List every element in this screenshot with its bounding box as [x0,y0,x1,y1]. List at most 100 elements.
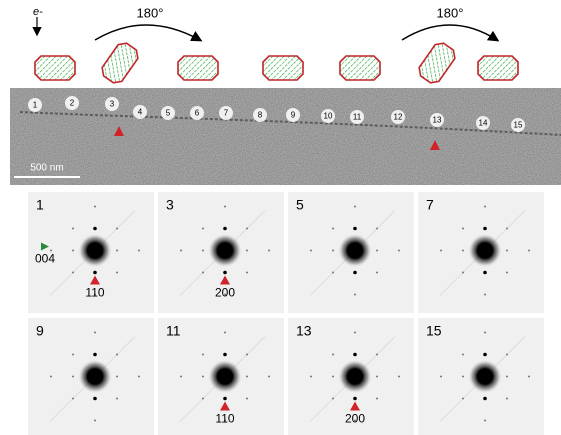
diffraction-spot [202,228,204,230]
diffraction-spot [354,294,356,296]
central-beam [338,234,372,268]
diffraction-spot [462,398,464,400]
diffraction-spot [354,332,356,334]
central-beam [208,234,242,268]
diffraction-spot [246,398,248,400]
panel-label: 9 [36,323,44,339]
diffraction-spot [376,354,378,356]
panel-label: 7 [426,197,434,213]
diffraction-spot [180,376,182,378]
diffraction-spot [353,353,357,357]
diffraction-spot [223,227,227,231]
diffraction-spot [224,206,226,208]
diffraction-spot [310,376,312,378]
diffraction-spot [483,397,487,401]
panel-label: 1 [36,197,44,213]
marker-label: 5 [166,109,171,118]
diffraction-spot [398,376,400,378]
diffraction-spot [332,376,334,378]
marker-label: 13 [433,116,442,125]
panel-label: 3 [166,197,174,213]
diffraction-spot [484,332,486,334]
diffraction-spot [506,354,508,356]
marker-label: 8 [258,111,263,120]
diffraction-spot [202,376,204,378]
diffraction-spot [506,228,508,230]
diffraction-spot [376,398,378,400]
annotation-label: 200 [215,286,235,300]
diffraction-spot [528,376,530,378]
diffraction-spot [483,353,487,357]
marker-label: 3 [110,100,115,109]
diffraction-spot [398,250,400,252]
central-beam [338,360,372,394]
diffraction-spot [376,228,378,230]
annotation-label: 004 [35,252,55,266]
diffraction-spot [50,376,52,378]
diffraction-spot [462,354,464,356]
marker-label: 15 [514,121,523,130]
diffraction-spot [462,228,464,230]
diffraction-spot [528,250,530,252]
diffraction-spot [268,250,270,252]
panel-label: 11 [166,323,181,339]
electron-label: e- [33,6,43,18]
marker-label: 2 [70,99,75,108]
central-beam [78,360,112,394]
diffraction-spot [246,250,248,252]
diffraction-spot [484,294,486,296]
diffraction-spot [116,398,118,400]
diffraction-spot [484,206,486,208]
diffraction-spot [223,397,227,401]
diffraction-spot [138,250,140,252]
diffraction-spot [202,272,204,274]
diffraction-spot [332,272,334,274]
diffraction-spot [376,272,378,274]
diffraction-spot [116,376,118,378]
annotation-label: 110 [215,412,234,426]
diffraction-spot [116,272,118,274]
panel-label: 13 [296,323,312,339]
diffraction-spot [223,353,227,357]
diffraction-spot [506,376,508,378]
diffraction-spot [94,332,96,334]
rotation-label: 180° [437,5,464,20]
figure: e- 180° 180° 500 nm 12345678910111213141… [0,0,561,435]
diffraction-spot [484,420,486,422]
diffraction-spot [138,376,140,378]
central-beam [468,234,502,268]
diffraction-spot [506,272,508,274]
diffraction-spot [224,332,226,334]
diffraction-spot [483,227,487,231]
diffraction-spot [440,376,442,378]
marker-label: 14 [479,119,488,128]
central-beam [78,234,112,268]
diffraction-spot [116,250,118,252]
crystal-row: e- 180° 180° [33,5,518,86]
diffraction-spot [116,228,118,230]
diffraction-spot [223,271,227,275]
diffraction-spot [462,250,464,252]
marker-label: 11 [353,113,362,122]
diffraction-spot [202,354,204,356]
diffraction-grid: 10041103200579111101320015 [28,192,544,435]
diffraction-spot [246,228,248,230]
diffraction-spot [116,354,118,356]
diffraction-spot [353,227,357,231]
marker-label: 4 [138,108,143,117]
scale-bar-label: 500 nm [30,163,63,174]
diffraction-spot [353,397,357,401]
diffraction-spot [506,250,508,252]
diffraction-spot [462,272,464,274]
diffraction-spot [332,228,334,230]
rotation-label: 180° [137,5,164,20]
diffraction-spot [332,354,334,356]
diffraction-spot [72,354,74,356]
diffraction-spot [246,376,248,378]
diffraction-spot [246,354,248,356]
diffraction-spot [72,376,74,378]
diffraction-spot [376,250,378,252]
diffraction-spot [268,376,270,378]
diffraction-spot [506,398,508,400]
diffraction-spot [72,272,74,274]
